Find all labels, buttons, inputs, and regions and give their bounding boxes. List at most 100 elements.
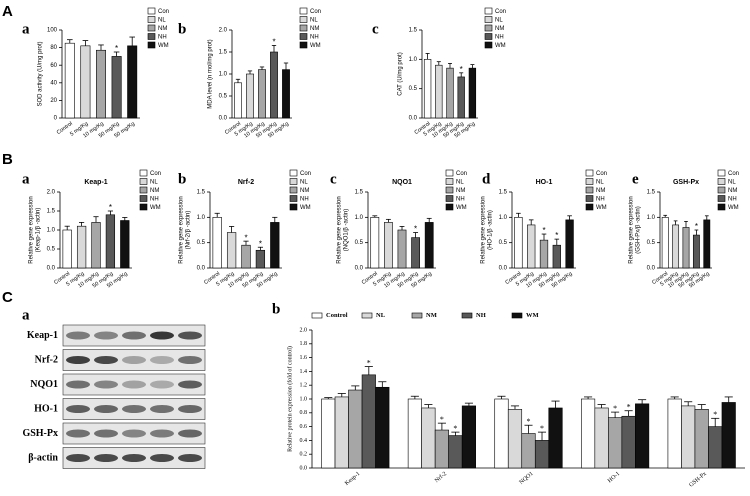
section-label: C [2,289,13,306]
chart-title: NQO1 [392,179,412,186]
bar [424,222,434,269]
panel-label: b [178,21,186,37]
significance-marker: * [713,410,717,419]
bar [270,51,278,119]
significance-marker: * [527,417,531,426]
bar [721,402,736,469]
y-tick-label: 0.5 [219,94,228,100]
blot-band [178,405,202,413]
blot-row-label: HO-1 [34,403,58,414]
y-tick-label: 1.5 [499,190,508,196]
blot-band [150,405,174,413]
legend-label: Con [158,9,169,15]
significance-marker: * [460,65,463,74]
bar [468,67,477,119]
blot-band [122,331,146,340]
blot-band [94,380,118,389]
legend-label: NM [310,26,319,32]
y-tick-label: 1.0 [47,228,56,234]
legend-swatch [139,169,148,177]
bar-chart: 0.0 0.5 1.0 1.5 2.0 Relative gene expression(… [22,169,161,289]
y-axis-label: (HO-1/β -actin) [488,210,494,250]
panel-label: b [178,171,186,187]
bar [348,389,363,469]
bar [105,214,116,269]
y-tick-label: 0.2 [300,452,308,458]
legend-label: WM [596,205,607,211]
y-tick-label: 1.0 [197,215,206,221]
bar [255,249,266,269]
blot-band [150,380,174,389]
blot-band [66,429,90,438]
blot-band [66,331,90,340]
blot-row-label: GSH-Px [22,428,58,439]
y-axis-label: (GSH-Px/β -actin) [636,206,642,253]
y-tick-label: 0.0 [355,266,364,272]
bar [539,239,549,269]
legend-swatch [717,203,726,211]
y-tick-label: 1.5 [47,209,56,215]
y-tick-label: 2.0 [47,190,56,196]
bar-chart: 0 20 40 60 80 100 SOD activity (U/mg prot) a Con… [22,7,169,139]
legend-label: NL [310,18,318,24]
legend-swatch [299,24,308,32]
bar [708,426,723,469]
bar [446,67,454,119]
y-tick-label: 1.0 [647,215,656,221]
legend-swatch [139,195,148,202]
y-tick-label: 2.0 [219,28,228,34]
bar-chart: 0.0 0.5 1.0 1.5 2.0 MDA level (n mol/mg prot)… [178,7,321,139]
legend-swatch [445,169,454,177]
y-axis-label: (NQO1/β -actin) [344,209,350,251]
bar-chart: 0.0 0.5 1.0 1.5 Relative gene expression (Nrf… [178,169,311,289]
y-tick-label: 0.5 [47,247,56,253]
grouped-bar-chart: 0.0 0.2 0.4 0.6 0.8 1.0 1.2 1.4 1.6 1.8 2.0 Relativ… [272,301,745,489]
blot-band [178,454,202,462]
significance-marker: * [272,38,275,47]
bar [703,219,711,269]
bar [64,42,75,119]
legend-swatch [147,33,156,40]
legend-label: NM [150,188,159,194]
bar [384,222,393,269]
legend-swatch [139,186,148,194]
bar [661,217,669,269]
legend-label: NL [150,180,158,186]
significance-marker: * [613,404,617,413]
legend-label: Con [150,171,161,177]
panel-label: a [22,171,30,187]
blot-row-label: Nrf-2 [35,354,58,365]
bar [457,76,465,119]
bar [226,232,237,269]
bar [692,234,700,269]
y-tick-label: 40 [50,80,57,86]
legend-label: Con [300,171,311,177]
legend-swatch [147,16,156,23]
panel-label: d [482,171,491,187]
y-tick-label: 1.6 [300,355,308,361]
bar [448,435,463,469]
y-tick-label: 1.5 [355,190,364,196]
bar [120,220,130,269]
x-tick-label: Nrf-2 [433,470,448,484]
western-blot: a Keap-1 Nrf-2 NQO1 HO-1 GSH-Px β-actin [22,307,206,469]
bar [534,440,550,469]
y-tick-label: 1.8 [300,341,308,347]
blot-band [94,454,118,462]
bar [407,398,422,469]
bar [594,407,609,469]
y-tick-label: 0.0 [647,266,656,272]
bar [621,415,636,469]
bar [694,409,709,469]
bar [370,217,380,269]
bar [234,82,242,119]
chart-title: Nrf-2 [238,179,254,186]
legend-swatch [147,24,156,32]
legend-label: NH [150,197,159,203]
legend-swatch [289,169,298,177]
significance-marker: * [109,203,112,212]
blot-row-label: β-actin [28,452,58,463]
blot-band [66,380,90,389]
